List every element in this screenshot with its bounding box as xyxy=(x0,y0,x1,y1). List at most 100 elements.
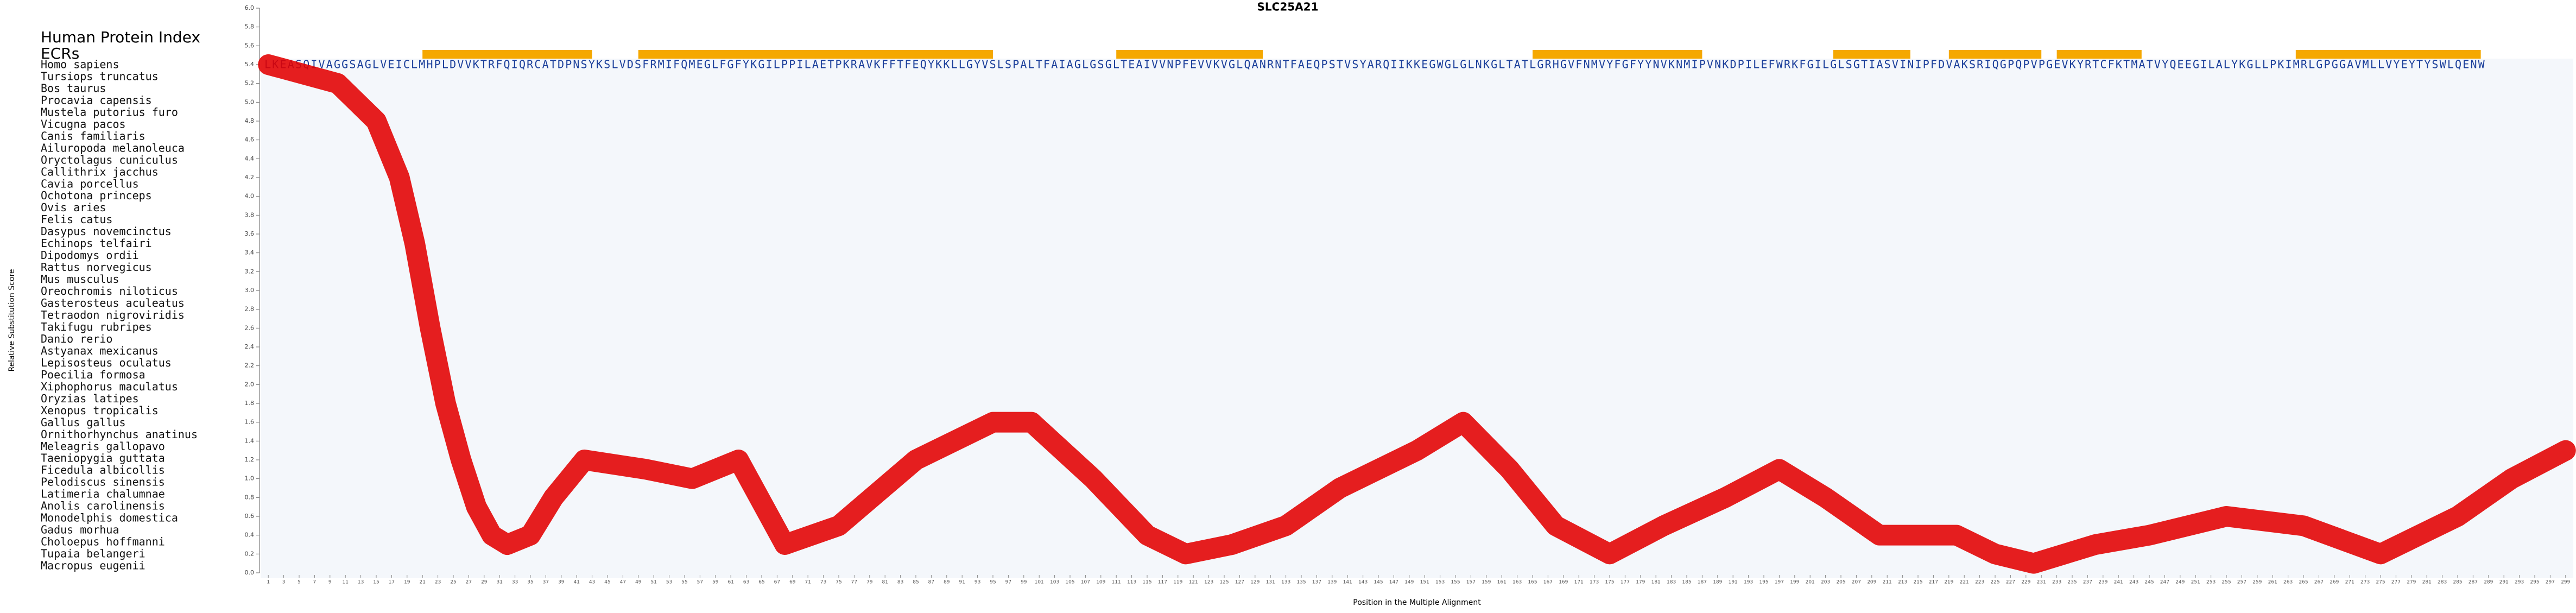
x-tick-label: 167 xyxy=(1543,580,1553,585)
species-name: Ailuropoda melanoleuca xyxy=(41,141,185,154)
x-tick-label: 267 xyxy=(2314,580,2324,585)
x-tick-label: 275 xyxy=(2376,580,2385,585)
y-tick-label: 6.0 xyxy=(245,4,255,11)
x-tick-label: 265 xyxy=(2299,580,2308,585)
y-tick-label: 2.4 xyxy=(245,343,255,350)
ecr-bar xyxy=(638,50,993,59)
x-tick-label: 203 xyxy=(1821,580,1830,585)
x-tick-label: 251 xyxy=(2191,580,2200,585)
x-tick-label: 31 xyxy=(496,580,502,585)
species-name: Macropus eugenii xyxy=(41,559,145,572)
x-tick-label: 281 xyxy=(2422,580,2432,585)
x-tick-label: 69 xyxy=(789,580,796,585)
x-tick-label: 87 xyxy=(928,580,934,585)
x-tick-label: 25 xyxy=(450,580,456,585)
species-name: Danio rerio xyxy=(41,332,112,345)
x-tick-label: 223 xyxy=(1975,580,1984,585)
x-tick-label: 273 xyxy=(2360,580,2370,585)
x-tick-label: 295 xyxy=(2530,580,2539,585)
x-tick-label: 193 xyxy=(1744,580,1753,585)
x-tick-label: 191 xyxy=(1729,580,1738,585)
header-label: Human Protein Index xyxy=(41,28,200,46)
x-tick-label: 201 xyxy=(1806,580,1815,585)
x-tick-label: 153 xyxy=(1435,580,1445,585)
x-tick-label: 91 xyxy=(959,580,965,585)
x-tick-label: 293 xyxy=(2515,580,2524,585)
x-tick-label: 243 xyxy=(2129,580,2138,585)
x-tick-label: 169 xyxy=(1559,580,1568,585)
species-name: Xiphophorus maculatus xyxy=(41,380,178,393)
x-tick-label: 259 xyxy=(2252,580,2262,585)
x-tick-label: 257 xyxy=(2237,580,2246,585)
x-tick-label: 17 xyxy=(389,580,395,585)
x-tick-label: 155 xyxy=(1451,580,1460,585)
y-tick-label: 3.8 xyxy=(245,211,255,218)
x-tick-label: 187 xyxy=(1698,580,1707,585)
x-tick-label: 13 xyxy=(358,580,364,585)
species-name: Tursiops truncatus xyxy=(41,69,159,83)
y-tick-label: 5.2 xyxy=(245,80,255,87)
x-tick-label: 51 xyxy=(650,580,656,585)
species-name: Ochotona princeps xyxy=(41,189,152,202)
species-name: Oryctolagus cuniculus xyxy=(41,153,178,166)
x-tick-label: 149 xyxy=(1404,580,1414,585)
x-tick-label: 3 xyxy=(282,580,286,585)
ecr-bar xyxy=(1833,50,1910,59)
ecr-bar xyxy=(1533,50,1702,59)
species-name: Astyanax mexicanus xyxy=(41,344,159,357)
species-name: Callithrix jacchus xyxy=(41,165,159,178)
y-tick-label: 2.6 xyxy=(245,324,255,331)
y-tick-label: 1.8 xyxy=(245,400,255,407)
x-tick-label: 143 xyxy=(1358,580,1368,585)
species-name: Felis catus xyxy=(41,213,112,226)
species-name: Dasypus novemcinctus xyxy=(41,225,172,238)
ecr-bar xyxy=(1948,50,2042,59)
x-tick-label: 209 xyxy=(1867,580,1876,585)
x-tick-label: 133 xyxy=(1281,580,1290,585)
x-tick-label: 139 xyxy=(1327,580,1337,585)
y-tick-label: 4.2 xyxy=(245,174,255,181)
x-tick-label: 65 xyxy=(758,580,764,585)
y-axis-label: Relative Substitution Score xyxy=(8,269,16,371)
x-tick-label: 85 xyxy=(913,580,919,585)
species-name: Ovis aries xyxy=(41,201,106,214)
species-name: Ornithorhynchus anatinus xyxy=(41,428,198,441)
x-tick-label: 285 xyxy=(2453,580,2462,585)
species-name: Oreochromis niloticus xyxy=(41,285,178,298)
x-tick-label: 237 xyxy=(2083,580,2092,585)
x-tick-label: 23 xyxy=(435,580,441,585)
x-tick-label: 89 xyxy=(944,580,950,585)
x-tick-label: 287 xyxy=(2469,580,2478,585)
x-tick-label: 77 xyxy=(851,580,857,585)
x-tick-label: 71 xyxy=(805,580,811,585)
y-tick-label: 4.0 xyxy=(245,193,255,200)
ecr-bar xyxy=(422,50,592,59)
ecr-bar xyxy=(2295,50,2481,59)
x-tick-label: 219 xyxy=(1944,580,1953,585)
x-tick-label: 93 xyxy=(974,580,980,585)
human-sequence: LKEASQIVAGGSAGLVEICLMHPLDVVKTRFQIQRCATDP… xyxy=(264,58,2485,71)
x-tick-label: 291 xyxy=(2499,580,2509,585)
x-tick-label: 163 xyxy=(1512,580,1522,585)
species-name: Oryzias latipes xyxy=(41,392,139,405)
x-tick-label: 283 xyxy=(2438,580,2447,585)
x-tick-label: 185 xyxy=(1682,580,1691,585)
x-tick-label: 45 xyxy=(604,580,610,585)
x-tick-label: 269 xyxy=(2330,580,2339,585)
x-tick-label: 47 xyxy=(620,580,626,585)
x-tick-label: 61 xyxy=(727,580,733,585)
alignment-area xyxy=(261,59,2573,578)
x-tick-label: 27 xyxy=(466,580,472,585)
species-name: Gasterosteus aculeatus xyxy=(41,296,185,309)
x-tick-label: 107 xyxy=(1081,580,1090,585)
y-tick-label: 0.0 xyxy=(245,569,255,576)
x-tick-label: 145 xyxy=(1374,580,1383,585)
species-name: Takifugu rubripes xyxy=(41,320,152,333)
ecr-bar xyxy=(2056,50,2142,59)
species-name: Poecilia formosa xyxy=(41,368,145,381)
x-tick-label: 215 xyxy=(1913,580,1922,585)
x-tick-label: 299 xyxy=(2561,580,2570,585)
y-tick-label: 0.2 xyxy=(245,550,255,557)
x-tick-label: 197 xyxy=(1775,580,1784,585)
x-tick-label: 217 xyxy=(1929,580,1938,585)
